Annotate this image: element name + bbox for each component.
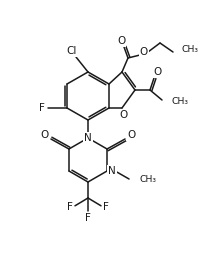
Text: F: F (67, 202, 73, 212)
Text: O: O (140, 47, 148, 57)
Text: F: F (103, 202, 109, 212)
Text: F: F (85, 213, 91, 223)
Text: O: O (117, 36, 125, 46)
Text: CH₃: CH₃ (182, 45, 199, 55)
Text: O: O (120, 110, 128, 120)
Text: CH₃: CH₃ (172, 98, 189, 106)
Text: CH₃: CH₃ (139, 175, 156, 185)
Text: O: O (41, 130, 49, 140)
Text: N: N (84, 133, 92, 143)
Text: O: O (153, 67, 161, 77)
Text: O: O (127, 130, 135, 140)
Text: F: F (39, 103, 45, 113)
Text: Cl: Cl (67, 46, 77, 56)
Text: N: N (108, 166, 116, 176)
